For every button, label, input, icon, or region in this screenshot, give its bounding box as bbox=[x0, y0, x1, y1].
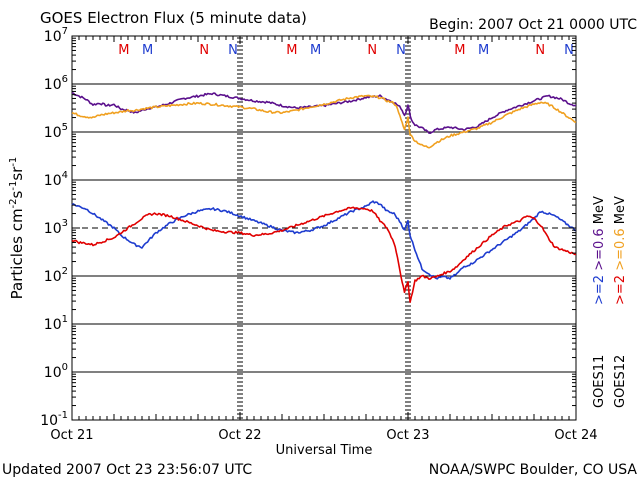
y-axis-label-s: s bbox=[8, 190, 26, 198]
legend-goes11-sat: GOES11 bbox=[592, 355, 607, 408]
y-tick-label: 103 bbox=[44, 218, 68, 237]
x-tick-label: Oct 23 bbox=[386, 428, 429, 443]
mn-marker: M bbox=[310, 43, 321, 58]
y-tick-label-exp: 2 bbox=[62, 266, 68, 277]
x-tick-label: Oct 22 bbox=[218, 428, 261, 443]
series-line-0 bbox=[71, 91, 576, 134]
y-tick-label-exp: 5 bbox=[62, 122, 68, 133]
y-tick-label-base: 10 bbox=[40, 413, 58, 429]
series-layer bbox=[71, 91, 577, 304]
legend-goes12-mev: MeV bbox=[613, 196, 628, 224]
mn-marker: M bbox=[454, 43, 465, 58]
mn-marker: N bbox=[228, 43, 238, 58]
y-tick-label: 100 bbox=[44, 362, 68, 381]
mn-marker: N bbox=[396, 43, 406, 58]
y-tick-label-base: 10 bbox=[44, 221, 62, 237]
y-tick-label-base: 10 bbox=[44, 173, 62, 189]
updated-timestamp: Updated 2007 Oct 23 23:56:07 UTC bbox=[2, 462, 252, 478]
begin-label: Begin: 2007 Oct 21 0000 UTC bbox=[429, 17, 637, 33]
y-tick-label-base: 10 bbox=[44, 77, 62, 93]
y-tick-label-exp: 3 bbox=[62, 218, 68, 229]
y-tick-label: 106 bbox=[44, 74, 68, 93]
legend-goes12-ge06: >=0.6 bbox=[613, 228, 628, 270]
y-tick-label: 105 bbox=[44, 122, 68, 141]
mn-marker: N bbox=[535, 43, 545, 58]
series-line-2 bbox=[71, 200, 577, 280]
chart-title: GOES Electron Flux (5 minute data) bbox=[40, 9, 307, 27]
y-tick-label-exp: 1 bbox=[62, 314, 68, 325]
legend-goes11-mev: MeV bbox=[592, 196, 607, 224]
y-axis-label-sup3: -1 bbox=[8, 157, 19, 167]
x-tick-label: Oct 21 bbox=[50, 428, 93, 443]
mn-marker: N bbox=[199, 43, 209, 58]
y-axis-label-sup1: -2 bbox=[8, 198, 19, 208]
energy-legend: >=2 >=0.6 MeV >=2 >=0.6 MeV GOES11 GOES1… bbox=[592, 196, 628, 408]
y-tick-label-exp: 6 bbox=[62, 74, 68, 85]
legend-goes11-ge06: >=0.6 bbox=[592, 228, 607, 270]
y-axis-label-main: Particles cm bbox=[8, 208, 26, 299]
y-tick-label-base: 10 bbox=[44, 29, 62, 45]
y-tick-label-base: 10 bbox=[44, 317, 62, 333]
source-credit: NOAA/SWPC Boulder, CO USA bbox=[429, 462, 638, 478]
mn-marker: M bbox=[478, 43, 489, 58]
mn-marker: N bbox=[564, 43, 574, 58]
y-tick-label-base: 10 bbox=[44, 125, 62, 141]
x-axis-label: Universal Time bbox=[276, 443, 373, 458]
legend-goes12-sat: GOES12 bbox=[613, 355, 628, 408]
legend-goes11-energy: >=2 >=0.6 MeV bbox=[592, 196, 607, 305]
y-tick-label: 107 bbox=[44, 26, 68, 45]
mn-marker: M bbox=[118, 43, 129, 58]
x-tick-label: Oct 24 bbox=[554, 428, 597, 443]
y-axis-label-sr: sr bbox=[8, 166, 26, 181]
y-axis-label: Particles cm-2s-1sr-1 bbox=[8, 157, 26, 300]
y-tick-label-exp: 0 bbox=[62, 362, 68, 373]
y-tick-label: 101 bbox=[44, 314, 68, 333]
y-tick-label: 104 bbox=[44, 170, 68, 189]
y-axis-label-sup2: -1 bbox=[8, 181, 19, 191]
legend-goes12-energy: >=2 >=0.6 MeV bbox=[613, 196, 628, 305]
mn-marker: N bbox=[367, 43, 377, 58]
legend-goes12-ge2: >=2 bbox=[613, 275, 628, 305]
mn-marker: M bbox=[286, 43, 297, 58]
y-tick-label-exp: 4 bbox=[62, 170, 68, 181]
y-tick-label: 10-1 bbox=[40, 410, 68, 429]
legend-goes11-ge2: >=2 bbox=[592, 275, 607, 305]
y-tick-label-base: 10 bbox=[44, 365, 62, 381]
series-line-3 bbox=[71, 206, 577, 304]
series-line-1 bbox=[71, 94, 577, 149]
mn-marker: M bbox=[142, 43, 153, 58]
y-tick-label-exp: 7 bbox=[62, 26, 68, 37]
y-tick-label: 102 bbox=[44, 266, 68, 285]
y-tick-label-base: 10 bbox=[44, 269, 62, 285]
y-tick-label-exp: -1 bbox=[58, 410, 68, 421]
